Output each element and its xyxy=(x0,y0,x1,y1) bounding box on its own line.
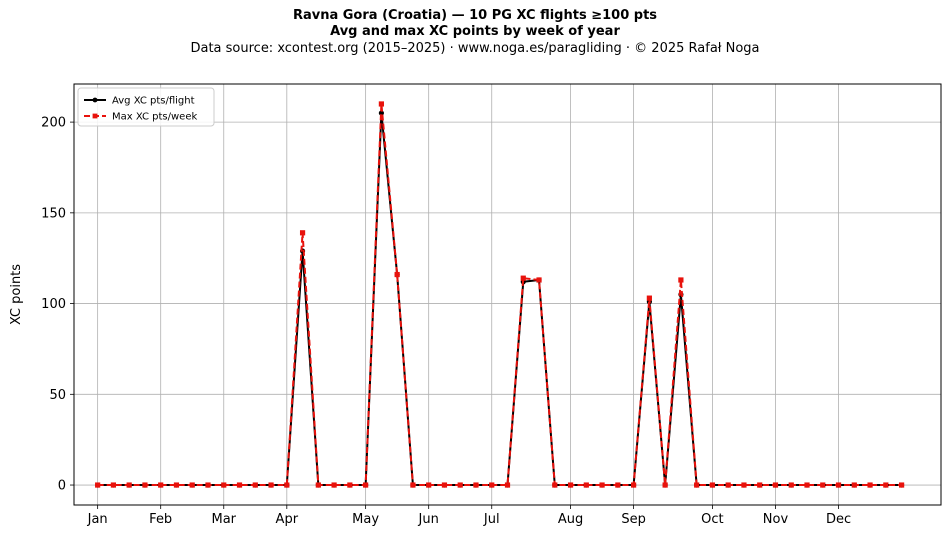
series-line xyxy=(97,102,902,487)
data-point xyxy=(299,230,306,236)
data-point xyxy=(567,482,574,488)
data-point xyxy=(315,482,321,488)
data-point xyxy=(725,482,731,488)
legend-item: Max XC pts/week xyxy=(84,112,197,123)
chart-titles: Ravna Gora (Croatia) — 10 PG XC flights … xyxy=(0,8,950,58)
x-tick-label: Jan xyxy=(87,512,108,527)
series-line xyxy=(97,112,902,487)
x-tick-label: May xyxy=(352,512,379,527)
data-point xyxy=(95,482,101,488)
data-point xyxy=(788,482,794,488)
data-point xyxy=(898,482,905,488)
y-tick-label: 150 xyxy=(41,206,66,221)
data-point xyxy=(236,482,243,488)
data-point xyxy=(631,482,637,488)
x-tick-label: Aug xyxy=(558,512,583,527)
data-point xyxy=(378,101,384,107)
data-point xyxy=(252,482,258,488)
data-point xyxy=(110,482,117,488)
data-point xyxy=(410,482,416,488)
chart-source-note: Data source: xcontest.org (2015–2025) · … xyxy=(190,41,760,56)
y-tick-label: 0 xyxy=(58,479,66,494)
data-point xyxy=(615,482,621,488)
x-tick-label: Jun xyxy=(418,512,439,527)
series-max xyxy=(95,101,905,488)
plot-frame xyxy=(73,83,942,506)
data-point xyxy=(331,482,337,488)
data-point xyxy=(851,482,857,488)
data-point xyxy=(709,482,716,488)
data-point xyxy=(504,482,511,488)
y-tick-label: 100 xyxy=(41,297,66,312)
data-point xyxy=(835,482,842,488)
legend: Avg XC pts/flight Max XC pts/week xyxy=(77,87,215,127)
data-point xyxy=(583,482,589,488)
data-point xyxy=(347,482,353,488)
legend-label: Max XC pts/week xyxy=(112,112,197,123)
data-point xyxy=(772,482,779,488)
legend-marker xyxy=(92,97,98,103)
data-point xyxy=(646,295,652,301)
legend-marker xyxy=(92,113,98,119)
data-point xyxy=(473,482,479,488)
y-tick-label: 200 xyxy=(41,116,66,131)
data-point xyxy=(268,482,274,488)
data-point xyxy=(394,271,400,278)
legend-box xyxy=(77,87,215,127)
data-point xyxy=(189,482,195,488)
y-axis-label: XC points xyxy=(9,264,24,325)
y-tick-label: 50 xyxy=(49,388,66,403)
data-point xyxy=(457,482,463,488)
x-tick-label: Nov xyxy=(763,512,789,527)
axes: Jan Feb Mar Apr May Jun Jul Aug Sep Oct Nov Dec 0 50 1… xyxy=(9,116,851,527)
chart-subtitle: Avg and max XC points by week of year xyxy=(330,24,620,39)
data-point xyxy=(441,482,448,488)
data-point xyxy=(867,482,873,488)
data-point xyxy=(694,482,700,488)
data-point xyxy=(536,277,542,283)
series-layer xyxy=(95,101,905,488)
data-point xyxy=(363,482,369,488)
data-point xyxy=(804,482,810,488)
data-point xyxy=(883,482,889,488)
data-point xyxy=(284,482,290,488)
chart-title: Ravna Gora (Croatia) — 10 PG XC flights … xyxy=(292,8,658,23)
data-point xyxy=(678,277,684,283)
data-point xyxy=(520,275,526,281)
series-avg xyxy=(95,110,905,488)
data-point xyxy=(662,482,668,488)
x-tick-label: Feb xyxy=(149,512,172,527)
data-point xyxy=(552,482,558,488)
data-point xyxy=(221,482,227,488)
grid xyxy=(74,84,941,505)
x-tick-label: Jul xyxy=(483,512,500,527)
data-point xyxy=(426,482,432,488)
data-point xyxy=(599,482,605,488)
data-point xyxy=(126,482,132,488)
legend-label: Avg XC pts/flight xyxy=(112,96,195,107)
data-point xyxy=(142,482,148,488)
data-point xyxy=(158,482,164,488)
data-point xyxy=(205,482,211,488)
x-tick-label: Dec xyxy=(826,512,851,527)
x-tick-label: Sep xyxy=(621,512,646,527)
x-tick-label: Apr xyxy=(276,512,299,527)
data-point xyxy=(173,482,180,488)
x-tick-label: Mar xyxy=(211,512,236,527)
x-tick-label: Oct xyxy=(701,512,723,527)
legend-item: Avg XC pts/flight xyxy=(84,96,195,107)
data-point xyxy=(741,482,747,488)
data-point xyxy=(820,482,826,488)
data-point xyxy=(489,482,495,488)
data-point xyxy=(757,482,763,488)
